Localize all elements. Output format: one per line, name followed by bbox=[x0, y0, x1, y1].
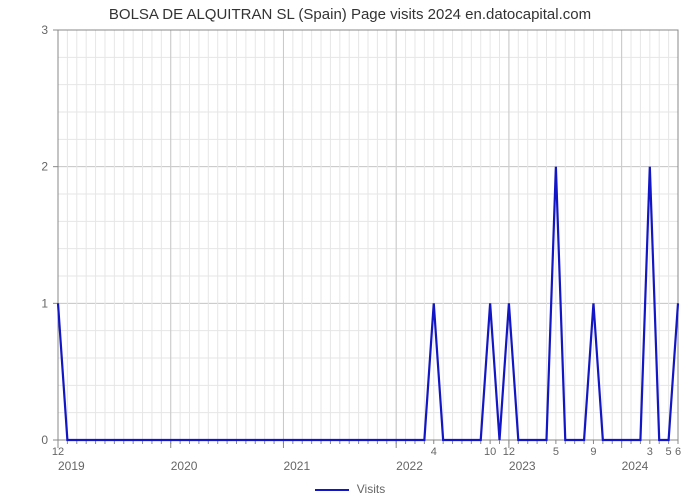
svg-text:5: 5 bbox=[666, 446, 672, 458]
svg-text:9: 9 bbox=[590, 446, 596, 458]
svg-text:2024: 2024 bbox=[622, 459, 649, 473]
svg-text:1: 1 bbox=[41, 296, 48, 310]
svg-text:6: 6 bbox=[675, 446, 681, 458]
svg-text:10: 10 bbox=[484, 446, 496, 458]
svg-text:4: 4 bbox=[431, 446, 437, 458]
svg-text:0: 0 bbox=[41, 433, 48, 447]
svg-text:3: 3 bbox=[647, 446, 653, 458]
svg-text:3: 3 bbox=[41, 23, 48, 37]
plot-svg: 0123124101259356201920202021202220232024 bbox=[0, 0, 700, 500]
chart-container: BOLSA DE ALQUITRAN SL (Spain) Page visit… bbox=[0, 0, 700, 500]
svg-text:2023: 2023 bbox=[509, 459, 536, 473]
legend: Visits bbox=[0, 482, 700, 496]
svg-text:2021: 2021 bbox=[283, 459, 310, 473]
svg-text:2019: 2019 bbox=[58, 459, 85, 473]
legend-swatch bbox=[315, 489, 349, 491]
svg-text:5: 5 bbox=[553, 446, 559, 458]
svg-text:2: 2 bbox=[41, 160, 48, 174]
svg-text:2020: 2020 bbox=[171, 459, 198, 473]
svg-text:2022: 2022 bbox=[396, 459, 423, 473]
legend-label: Visits bbox=[357, 482, 385, 496]
